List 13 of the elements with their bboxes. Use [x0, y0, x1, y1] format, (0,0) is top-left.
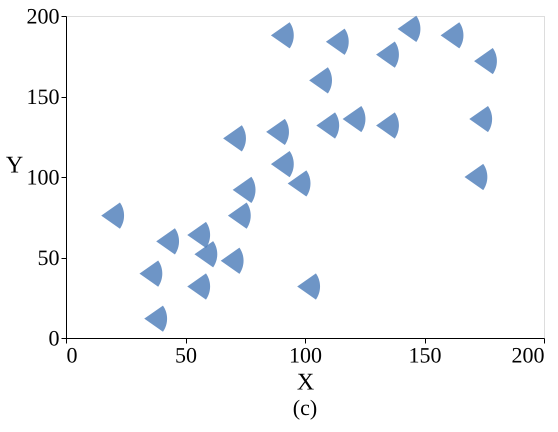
y-tick-label: 50: [38, 245, 60, 270]
y-tick-label: 200: [26, 4, 60, 28]
x-tick-label: 0: [66, 342, 78, 368]
text: (c): [292, 395, 318, 420]
y-tick-label: 100: [26, 164, 60, 190]
x-axis-title: X: [296, 370, 314, 396]
x-tick-label: 100: [289, 342, 322, 368]
y-tick-label: 150: [26, 84, 60, 109]
x-tick-label: 200: [512, 342, 544, 368]
y-tick-label: 0: [48, 326, 60, 350]
x-tick-label: 150: [408, 342, 442, 368]
x-tick-label: 50: [175, 342, 197, 368]
y-axis-title: Y: [6, 152, 24, 178]
